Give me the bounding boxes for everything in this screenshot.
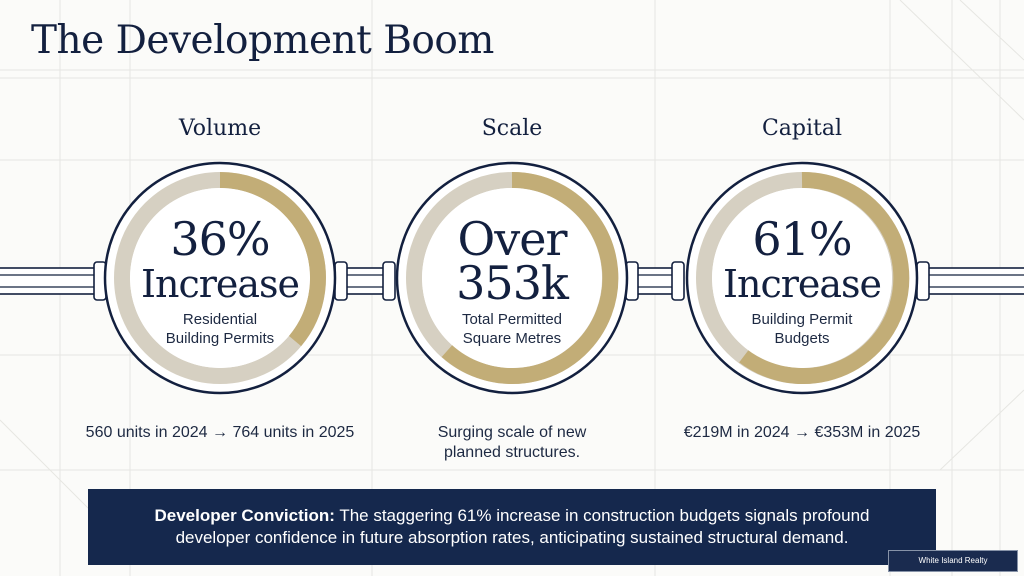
headline-value: 36% <box>170 212 270 266</box>
metric-label: Volume <box>178 116 262 141</box>
headline-value: Over <box>457 212 568 266</box>
metric-subtitle: Residential Building Permits <box>165 311 275 347</box>
metric-subtitle: Total Permitted Square Metres <box>461 311 563 347</box>
metric-subtitle: Building Permit Budgets <box>751 311 853 347</box>
headline-value: 61% <box>752 212 852 266</box>
brand-badge: White Island Realty <box>888 550 1018 572</box>
metric-footnote: Surging scale of new planned structures. <box>437 424 587 461</box>
progress-ring <box>100 158 340 398</box>
progress-ring <box>392 158 632 398</box>
headline-caption: 353k <box>456 256 569 310</box>
headline-caption: Increase <box>140 262 300 306</box>
page-title: The Development Boom <box>31 18 494 63</box>
metric-footnote: €219M in 2024 → €353M in 2025 <box>683 424 921 441</box>
metric-footnote: 560 units in 2024 → 764 units in 2025 <box>85 424 355 441</box>
banner-lead: Developer Conviction: <box>154 506 335 525</box>
banner-body: The staggering 61% increase in construct… <box>175 506 870 547</box>
progress-ring <box>682 158 922 398</box>
conviction-banner: Developer Conviction: The staggering 61%… <box>88 489 936 565</box>
banner-text: Developer Conviction: The staggering 61%… <box>142 505 882 549</box>
metric-label: Scale <box>481 116 543 141</box>
metric-label: Capital <box>761 116 843 141</box>
headline-caption: Increase <box>722 262 882 306</box>
